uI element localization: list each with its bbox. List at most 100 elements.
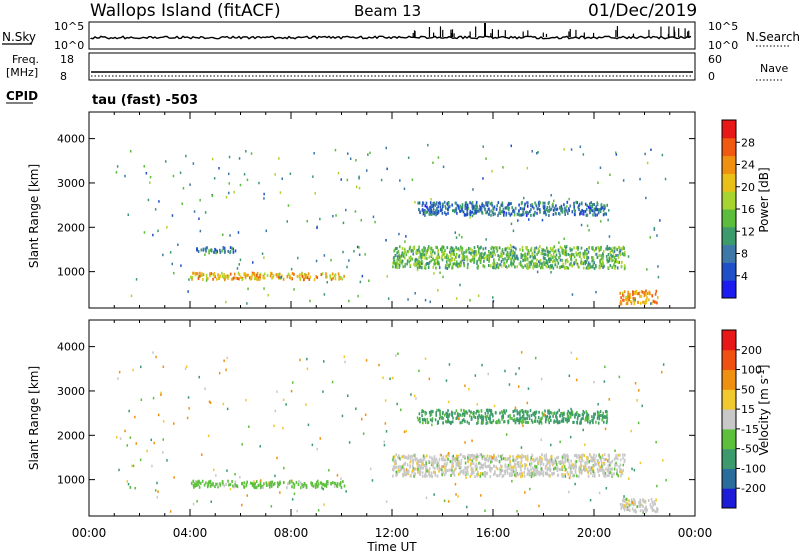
rti-cell (188, 278, 190, 281)
rti-cell (289, 274, 291, 278)
rti-cell (498, 246, 501, 250)
rti-cell (155, 355, 157, 359)
rti-cell (282, 398, 285, 402)
rti-cell (473, 256, 476, 260)
rti-cell (392, 376, 394, 380)
rti-cell (453, 258, 456, 262)
rti-cell (579, 145, 582, 148)
rti-cell (401, 455, 404, 459)
ytick-label: 3000 (57, 385, 85, 398)
rti-cell (429, 210, 431, 214)
rti-cell (621, 247, 623, 251)
rti-cell (521, 455, 523, 459)
rti-cell (438, 464, 440, 468)
rti-cell (209, 272, 211, 276)
rti-cell (329, 276, 332, 280)
rti-cell (261, 252, 264, 255)
rti-cell (414, 467, 417, 471)
rti-cell (516, 462, 518, 466)
rti-cell (604, 410, 607, 414)
rti-cell (286, 220, 288, 223)
rti-cell (478, 208, 481, 211)
rti-cell (499, 211, 502, 214)
rti-cell (509, 455, 511, 459)
rti-cell (653, 500, 656, 504)
rti-cell (299, 358, 301, 362)
rti-cell (422, 466, 424, 470)
rti-cell (259, 274, 261, 277)
rti-cell (624, 458, 626, 462)
rti-cell (152, 351, 154, 354)
rti-cell (243, 173, 246, 176)
rti-cell (591, 419, 593, 422)
rti-cell (258, 181, 260, 185)
ytick-label: 4000 (57, 133, 85, 146)
rti-cell (306, 276, 309, 280)
rti-cell (185, 154, 187, 158)
rti-cell (439, 411, 441, 414)
rti-cell (451, 468, 453, 472)
rti-cell (302, 484, 305, 488)
rti-cell (556, 259, 559, 263)
rti-cell (530, 204, 532, 208)
rti-cell (526, 257, 529, 261)
rti-cell (132, 368, 134, 372)
rti-cell (488, 457, 490, 461)
rti-cell (608, 256, 610, 260)
rti-cell (629, 292, 631, 296)
rti-cell (398, 470, 401, 474)
rti-cell (613, 472, 615, 476)
rti-cell (196, 500, 198, 503)
rti-cell (540, 472, 543, 475)
rti-cell (622, 456, 624, 460)
rti-cell (386, 275, 388, 278)
rti-cell (601, 260, 604, 264)
rti-cell (455, 463, 458, 467)
rti-cell (567, 266, 569, 270)
rti-cell (458, 262, 460, 266)
rti-cell (574, 454, 576, 458)
rti-cell (486, 258, 489, 261)
rti-cell (119, 437, 122, 440)
rti-cell (564, 266, 567, 270)
rti-cell (398, 456, 401, 460)
rti-cell (453, 473, 456, 477)
rti-cell (358, 253, 361, 256)
rti-cell (238, 277, 240, 281)
rti-cell (650, 148, 652, 151)
rti-cell (502, 457, 505, 461)
rti-cell (554, 457, 557, 461)
rti-cell (429, 455, 431, 459)
rti-cell (490, 412, 492, 416)
rti-cell (622, 463, 624, 467)
rti-cell (544, 457, 546, 461)
colorbar-segment (722, 369, 736, 390)
rti-cell (418, 256, 420, 260)
rti-cell (491, 254, 494, 258)
rti-cell (330, 258, 332, 262)
rti-cell (641, 503, 643, 507)
rti-cell (212, 273, 215, 276)
rti-cell (417, 418, 420, 422)
rti-cell (642, 504, 644, 508)
rti-cell (337, 171, 340, 175)
rti-cell (655, 289, 658, 293)
rti-cell (502, 416, 504, 420)
rti-cell (526, 416, 528, 420)
rti-cell (592, 421, 594, 425)
rti-cell (613, 249, 616, 253)
rti-cell (526, 413, 529, 417)
rti-cell (607, 253, 610, 256)
rti-cell (411, 470, 413, 474)
rti-cell (192, 502, 195, 506)
rti-cell (130, 150, 132, 153)
rti-cell (629, 295, 632, 299)
rti-cell (626, 506, 629, 509)
rti-cell (651, 301, 653, 305)
rti-cell (441, 208, 443, 211)
rti-cell (576, 474, 578, 478)
rti-cell (565, 251, 567, 255)
ytick-label: 4000 (57, 341, 85, 354)
rti-cell (526, 262, 528, 266)
rti-cell (513, 210, 516, 214)
